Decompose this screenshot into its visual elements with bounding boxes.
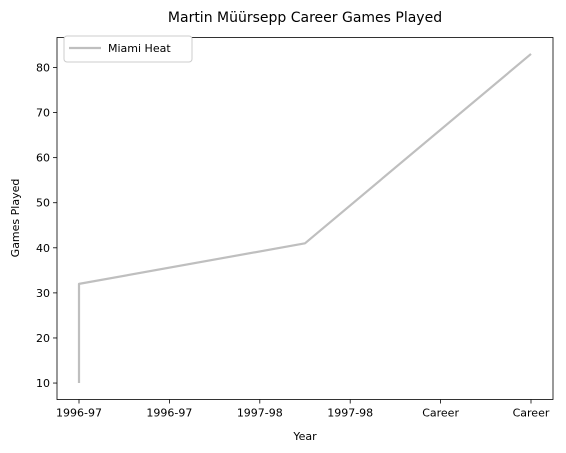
legend-label-miami-heat: Miami Heat <box>108 42 171 55</box>
x-axis-ticks: 1996-97 1996-97 1997-98 1997-98 Career Career <box>56 399 550 420</box>
x-tick-label: Career <box>422 407 459 420</box>
x-tick-label: 1996-97 <box>146 407 192 420</box>
y-tick-label: 50 <box>36 197 50 210</box>
legend-box <box>63 35 193 63</box>
y-axis-label: Games Played <box>9 179 22 258</box>
plot-area <box>56 37 554 400</box>
x-tick-label: 1996-97 <box>56 407 102 420</box>
x-tick-label: Career <box>513 407 550 420</box>
x-tick-label: 1997-98 <box>237 407 283 420</box>
y-tick-label: 80 <box>36 61 50 74</box>
y-tick-label: 60 <box>36 152 50 165</box>
legend: Miami Heat <box>63 35 193 63</box>
series-line-miami-heat <box>77 53 532 384</box>
y-tick-label: 30 <box>36 287 50 300</box>
x-axis-label: Year <box>292 430 317 443</box>
chart-title: Martin Müürsepp Career Games Played <box>168 10 442 26</box>
y-tick-label: 10 <box>36 377 50 390</box>
y-tick-label: 40 <box>36 242 50 255</box>
y-axis-ticks: 10 20 30 40 50 60 70 80 <box>36 61 57 390</box>
y-tick-label: 70 <box>36 107 50 120</box>
x-tick-label: 1997-98 <box>327 407 373 420</box>
y-tick-label: 20 <box>36 332 50 345</box>
plot-frame <box>56 37 554 400</box>
series-layer <box>77 53 532 384</box>
